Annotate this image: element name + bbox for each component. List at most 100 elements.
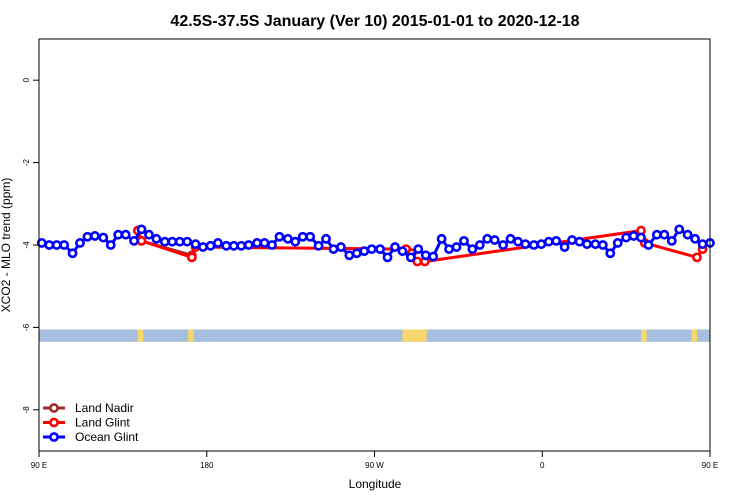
y-tick-label: -8 [22,406,31,414]
data-point-ocean-glint [297,231,308,242]
ocean-band [39,329,710,342]
land-band-segment-2 [402,329,427,342]
data-point-ocean-glint [90,231,100,241]
data-point-ocean-glint [682,229,693,240]
y-axis-label: XCO2 - MLO trend (ppm) [0,178,13,313]
data-point-ocean-glint [536,239,547,250]
data-point-ocean-glint [213,238,223,248]
data-point-ocean-glint [144,229,154,240]
data-point-ocean-glint [390,242,400,252]
data-point-ocean-glint [259,238,270,248]
data-point-land-glint [136,235,147,246]
data-point-ocean-glint [267,240,277,250]
data-point-ocean-glint [636,232,646,243]
legend-label-land-glint: Land Glint [75,416,130,430]
data-point-ocean-glint [574,236,585,247]
data-point-ocean-glint [467,244,478,255]
data-point-ocean-glint [129,235,139,246]
data-point-ocean-glint [666,235,677,246]
y-tick-label: -2 [22,158,31,166]
x-tick-label: 90 E [31,461,47,470]
data-point-ocean-glint [628,231,639,241]
data-point-ocean-glint [190,239,201,250]
data-point-ocean-glint [567,235,577,245]
data-point-ocean-glint [321,233,331,244]
data-point-ocean-glint [420,250,431,261]
x-tick-label: 90 E [702,461,718,470]
data-point-ocean-glint [382,252,393,263]
x-tick-label: 0 [540,461,545,470]
x-axis: 90 E 180 90 W 0 90 E [31,451,718,470]
data-point-ocean-glint [305,231,316,242]
data-point-ocean-glint [643,240,654,250]
data-point-ocean-glint [436,233,447,244]
data-point-ocean-glint [621,232,632,243]
data-point-ocean-glint [366,244,377,255]
data-point-ocean-glint [51,240,62,250]
data-point-ocean-glint [513,236,523,247]
legend-marker-land-glint [49,417,59,428]
x-axis-label: Longitude [349,477,402,491]
data-point-ocean-glint [690,233,700,244]
data-point-ocean-glint [489,235,500,245]
data-point-ocean-glint [444,244,454,255]
data-point-ocean-glint [59,240,70,250]
data-point-ocean-glint [659,229,670,240]
data-point-ocean-glint [543,236,554,247]
data-point-ocean-glint [328,244,339,255]
data-point-ocean-glint [205,240,216,251]
data-point-ocean-glint [474,240,485,250]
data-point-ocean-glint [228,240,239,251]
data-point-ocean-glint [674,224,685,235]
data-point-ocean-glint [359,246,370,257]
data-point-ocean-glint [551,235,562,246]
surface-band [39,329,710,342]
data-point-ocean-glint [75,238,85,248]
legend-label-ocean-glint: Ocean Glint [75,430,139,444]
data-point-ocean-glint [413,244,424,255]
data-point-ocean-glint [482,233,493,244]
data-point-ocean-glint [582,239,592,250]
data-point-ocean-glint [167,236,178,247]
data-point-ocean-glint [605,248,616,259]
data-point-ocean-glint [559,242,570,252]
data-point-ocean-glint [590,239,601,250]
data-point-ocean-glint [697,239,708,250]
data-point-ocean-glint [505,233,516,244]
data-point-ocean-glint [243,240,254,250]
data-point-ocean-glint [597,240,608,250]
data-point-ocean-glint [159,236,170,247]
data-point-ocean-glint [274,231,285,242]
data-point-ocean-glint [459,235,469,246]
data-point-ocean-glint [498,240,509,250]
data-point-ocean-glint [520,239,531,250]
data-point-ocean-glint [612,238,623,248]
data-point-ocean-glint [336,242,346,252]
data-point-ocean-glint [236,240,247,251]
x-tick-label: 180 [200,461,214,470]
data-point-ocean-glint [113,229,124,240]
data-point-ocean-glint [528,240,539,250]
data-point-ocean-glint [651,229,662,240]
x-tick-label: 90 W [365,461,384,470]
y-tick-label: -4 [22,241,31,249]
data-point-ocean-glint [198,242,208,252]
chart-title: 42.5S-37.5S January (Ver 10) 2015-01-01 … [170,13,579,30]
data-point-ocean-glint [151,233,162,244]
land-band-segment-0 [137,329,144,342]
data-point-ocean-glint [67,248,78,259]
legend-marker-ocean-glint [49,432,59,442]
data-point-ocean-glint [105,240,116,250]
land-band-segment-1 [188,329,194,342]
data-point-ocean-glint [221,240,232,251]
data-point-ocean-glint [375,244,385,255]
data-point-ocean-glint [282,233,293,244]
data-point-ocean-glint [351,248,362,259]
data-point-ocean-glint [120,229,131,240]
data-point-land-glint [186,252,197,263]
land-band-segment-3 [641,329,647,342]
data-point-ocean-glint [174,236,185,247]
data-point-ocean-glint [344,250,355,261]
